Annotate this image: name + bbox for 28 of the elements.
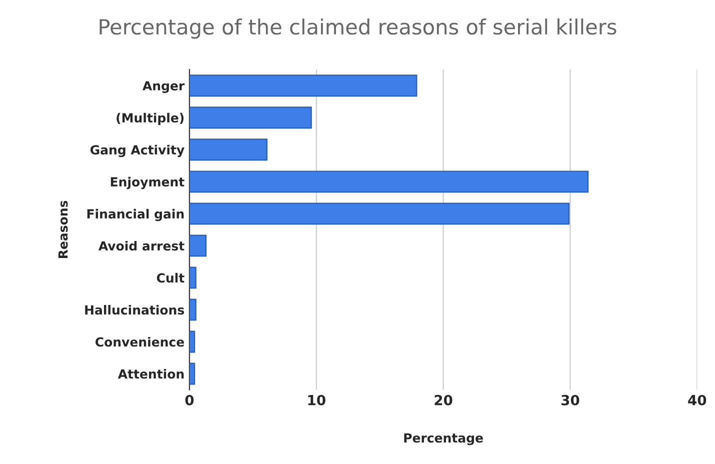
bar [189,330,196,353]
y-tick-label: Cult [156,272,184,283]
bar [189,362,196,385]
x-tick-label: 40 [688,394,706,406]
chart-title: Percentage of the claimed reasons of serial killers [100,18,616,39]
bar [189,202,570,225]
y-tick-label: Enjoyment [110,176,184,190]
y-tick-label: Convenience [96,336,184,347]
y-tick-label: (Multiple) [116,112,184,125]
x-tick-label: 20 [434,394,452,406]
y-axis-title: Reasons [58,200,68,258]
y-tick-label: Financial gain [87,208,184,222]
bar [189,170,589,193]
y-tick-label: Anger [142,81,185,94]
bar [189,74,418,97]
bar [189,266,196,289]
y-tick-label: Avoid arrest [98,240,184,251]
y-tick-label: Hallucinations [85,304,184,315]
bar [189,298,196,321]
y-tick-label: Gang Activity [90,144,184,158]
x-axis-title: Percentage [404,433,483,446]
bar [189,138,268,161]
x-tick-label: 30 [561,394,580,406]
bar [189,234,207,257]
x-tick-label: 0 [185,394,194,406]
bar [189,106,312,129]
y-tick-label: Attention [118,369,184,379]
x-tick-label: 10 [308,394,326,406]
